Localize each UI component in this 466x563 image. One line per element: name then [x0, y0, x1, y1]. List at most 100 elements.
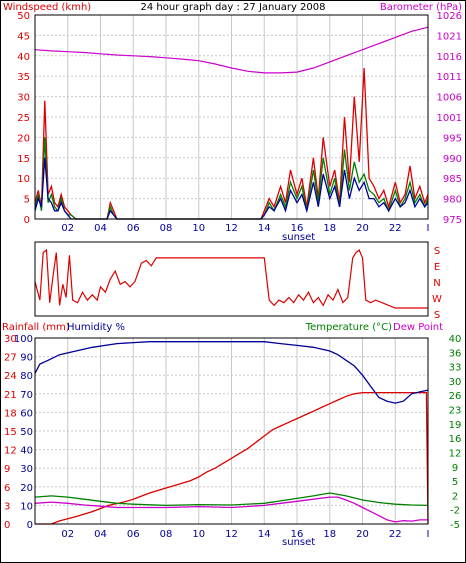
humidity-tick-label: 0 — [27, 520, 33, 531]
humidity-tick-label: 50 — [20, 427, 33, 438]
x-tick-label: 18 — [323, 223, 336, 234]
humidity-tick-label: 60 — [20, 408, 33, 419]
rain-series — [34, 341, 429, 525]
direction-label: S — [434, 246, 440, 257]
barometer-tick-label: 1021 — [437, 31, 462, 42]
humidity-tick-label: 30 — [20, 464, 33, 475]
windspeed-tick-label: 10 — [17, 174, 30, 185]
rain-x-tick-labels: 02 04 06 08 10 12 14 16 18 20 22 I — [61, 529, 429, 540]
x-tick-label: 18 — [323, 529, 336, 540]
rainfall-tick-label: 21 — [4, 390, 17, 401]
direction-label: N — [433, 278, 440, 289]
windspeed-axis-label: Windspeed (kmh) — [3, 2, 91, 13]
wind-plot-frame — [34, 14, 429, 220]
x-tick-label: 08 — [160, 529, 173, 540]
humidity-axis-label: Humidity % — [67, 322, 125, 333]
x-tick-label: 10 — [192, 529, 205, 540]
x-tick-label: 02 — [61, 529, 74, 540]
barometer-tick-label: 980 — [443, 195, 462, 206]
temperature-tick-label: 33 — [449, 363, 462, 374]
direction-series — [34, 248, 428, 309]
humidity-tick-label: 20 — [20, 483, 33, 494]
rainfall-tick-label: 6 — [4, 483, 10, 494]
dew-point-line — [34, 496, 428, 523]
x-tick-label: 06 — [127, 529, 140, 540]
humidity-tick-label: 70 — [20, 390, 33, 401]
direction-label: S — [434, 310, 440, 321]
wind-barometer-chart: Windspeed (kmh) 24 hour graph day : 27 J… — [3, 2, 462, 243]
wind-x-tick-labels: 02 04 06 08 10 12 14 16 18 20 22 I — [61, 223, 429, 234]
barometer-tick-label: 975 — [443, 215, 462, 226]
direction-line — [34, 248, 428, 309]
windspeed-tick-labels: 0 5 10 15 20 25 30 35 40 45 50 — [17, 11, 30, 226]
humidity-tick-label: 10 — [20, 501, 33, 512]
x-tick-label: 22 — [389, 529, 402, 540]
temperature-tick-label: 36 — [449, 348, 462, 359]
temperature-tick-label: 40 — [449, 334, 462, 345]
windspeed-tick-label: 40 — [17, 52, 30, 63]
barometer-tick-label: 1026 — [437, 11, 462, 22]
rain-plot-frame — [34, 337, 429, 525]
windspeed-tick-label: 50 — [17, 11, 30, 22]
x-tick-label: 16 — [291, 529, 304, 540]
x-tick-label: 12 — [225, 529, 238, 540]
wind-avg-line — [34, 157, 429, 220]
sunset-marker-bottom: sunset — [282, 537, 315, 548]
rainfall-tick-label: 27 — [4, 353, 17, 364]
barometer-axis-label: Barometer (hPa) — [380, 2, 462, 13]
x-tick-label: 20 — [356, 529, 369, 540]
x-tick-label: I — [427, 223, 430, 234]
x-tick-label: 20 — [356, 223, 369, 234]
x-tick-label: 14 — [258, 223, 271, 234]
direction-label: E — [434, 262, 440, 273]
rainfall-tick-label: 18 — [4, 408, 17, 419]
rainfall-line — [35, 391, 429, 525]
rainfall-axis-label: Rainfall (mm) — [2, 322, 70, 333]
barometer-tick-label: 985 — [443, 174, 462, 185]
temperature-tick-label: 9 — [452, 463, 458, 474]
barometer-tick-labels: 975 980 985 990 995 1001 1006 1011 1016 1021 1026 — [437, 11, 462, 226]
wind-speed-line — [34, 67, 429, 220]
windspeed-tick-label: 35 — [17, 72, 30, 83]
temperature-tick-label: -5 — [450, 520, 460, 531]
temperature-tick-label: 19 — [449, 420, 462, 431]
rainfall-tick-label: 30 — [4, 334, 17, 345]
barometer-tick-label: 990 — [443, 154, 462, 165]
humidity-tick-label: 80 — [20, 371, 33, 382]
rainfall-tick-label: 12 — [4, 446, 17, 457]
direction-plot-frame — [34, 241, 429, 317]
barometer-line — [34, 26, 429, 74]
rain-humidity-temp-chart: Rainfall (mm) Humidity % Temperature (°C… — [2, 322, 461, 548]
temperature-line — [34, 492, 429, 507]
windspeed-tick-label: 30 — [17, 93, 30, 104]
x-tick-label: 12 — [225, 223, 238, 234]
x-tick-label: 06 — [127, 223, 140, 234]
humidity-tick-label: 100 — [14, 334, 33, 345]
x-tick-label: 16 — [291, 223, 304, 234]
temperature-axis-label: Temperature (°C) — [305, 322, 392, 333]
windspeed-tick-label: 25 — [17, 113, 30, 124]
humidity-tick-labels: 0 10 20 30 40 50 60 70 80 90 100 — [14, 334, 33, 531]
humidity-tick-label: 90 — [20, 353, 33, 364]
temperature-tick-label: -2 — [450, 506, 460, 517]
barometer-tick-label: 1001 — [437, 113, 462, 124]
rainfall-tick-label: 3 — [4, 501, 10, 512]
rainfall-tick-label: 0 — [4, 520, 10, 531]
temperature-tick-label: 16 — [449, 434, 462, 445]
barometer-tick-label: 995 — [443, 133, 462, 144]
temperature-tick-label: 23 — [449, 406, 462, 417]
barometer-tick-label: 1011 — [437, 72, 462, 83]
barometer-tick-label: 1016 — [437, 52, 462, 63]
x-tick-label: I — [427, 529, 430, 540]
x-tick-label: 14 — [258, 529, 271, 540]
temperature-tick-label: 2 — [452, 491, 458, 502]
windspeed-tick-label: 15 — [17, 154, 30, 165]
temperature-tick-label: 12 — [449, 448, 462, 459]
x-tick-label: 02 — [61, 223, 74, 234]
temperature-tick-label: 5 — [452, 477, 458, 488]
windspeed-tick-label: 5 — [24, 195, 30, 206]
